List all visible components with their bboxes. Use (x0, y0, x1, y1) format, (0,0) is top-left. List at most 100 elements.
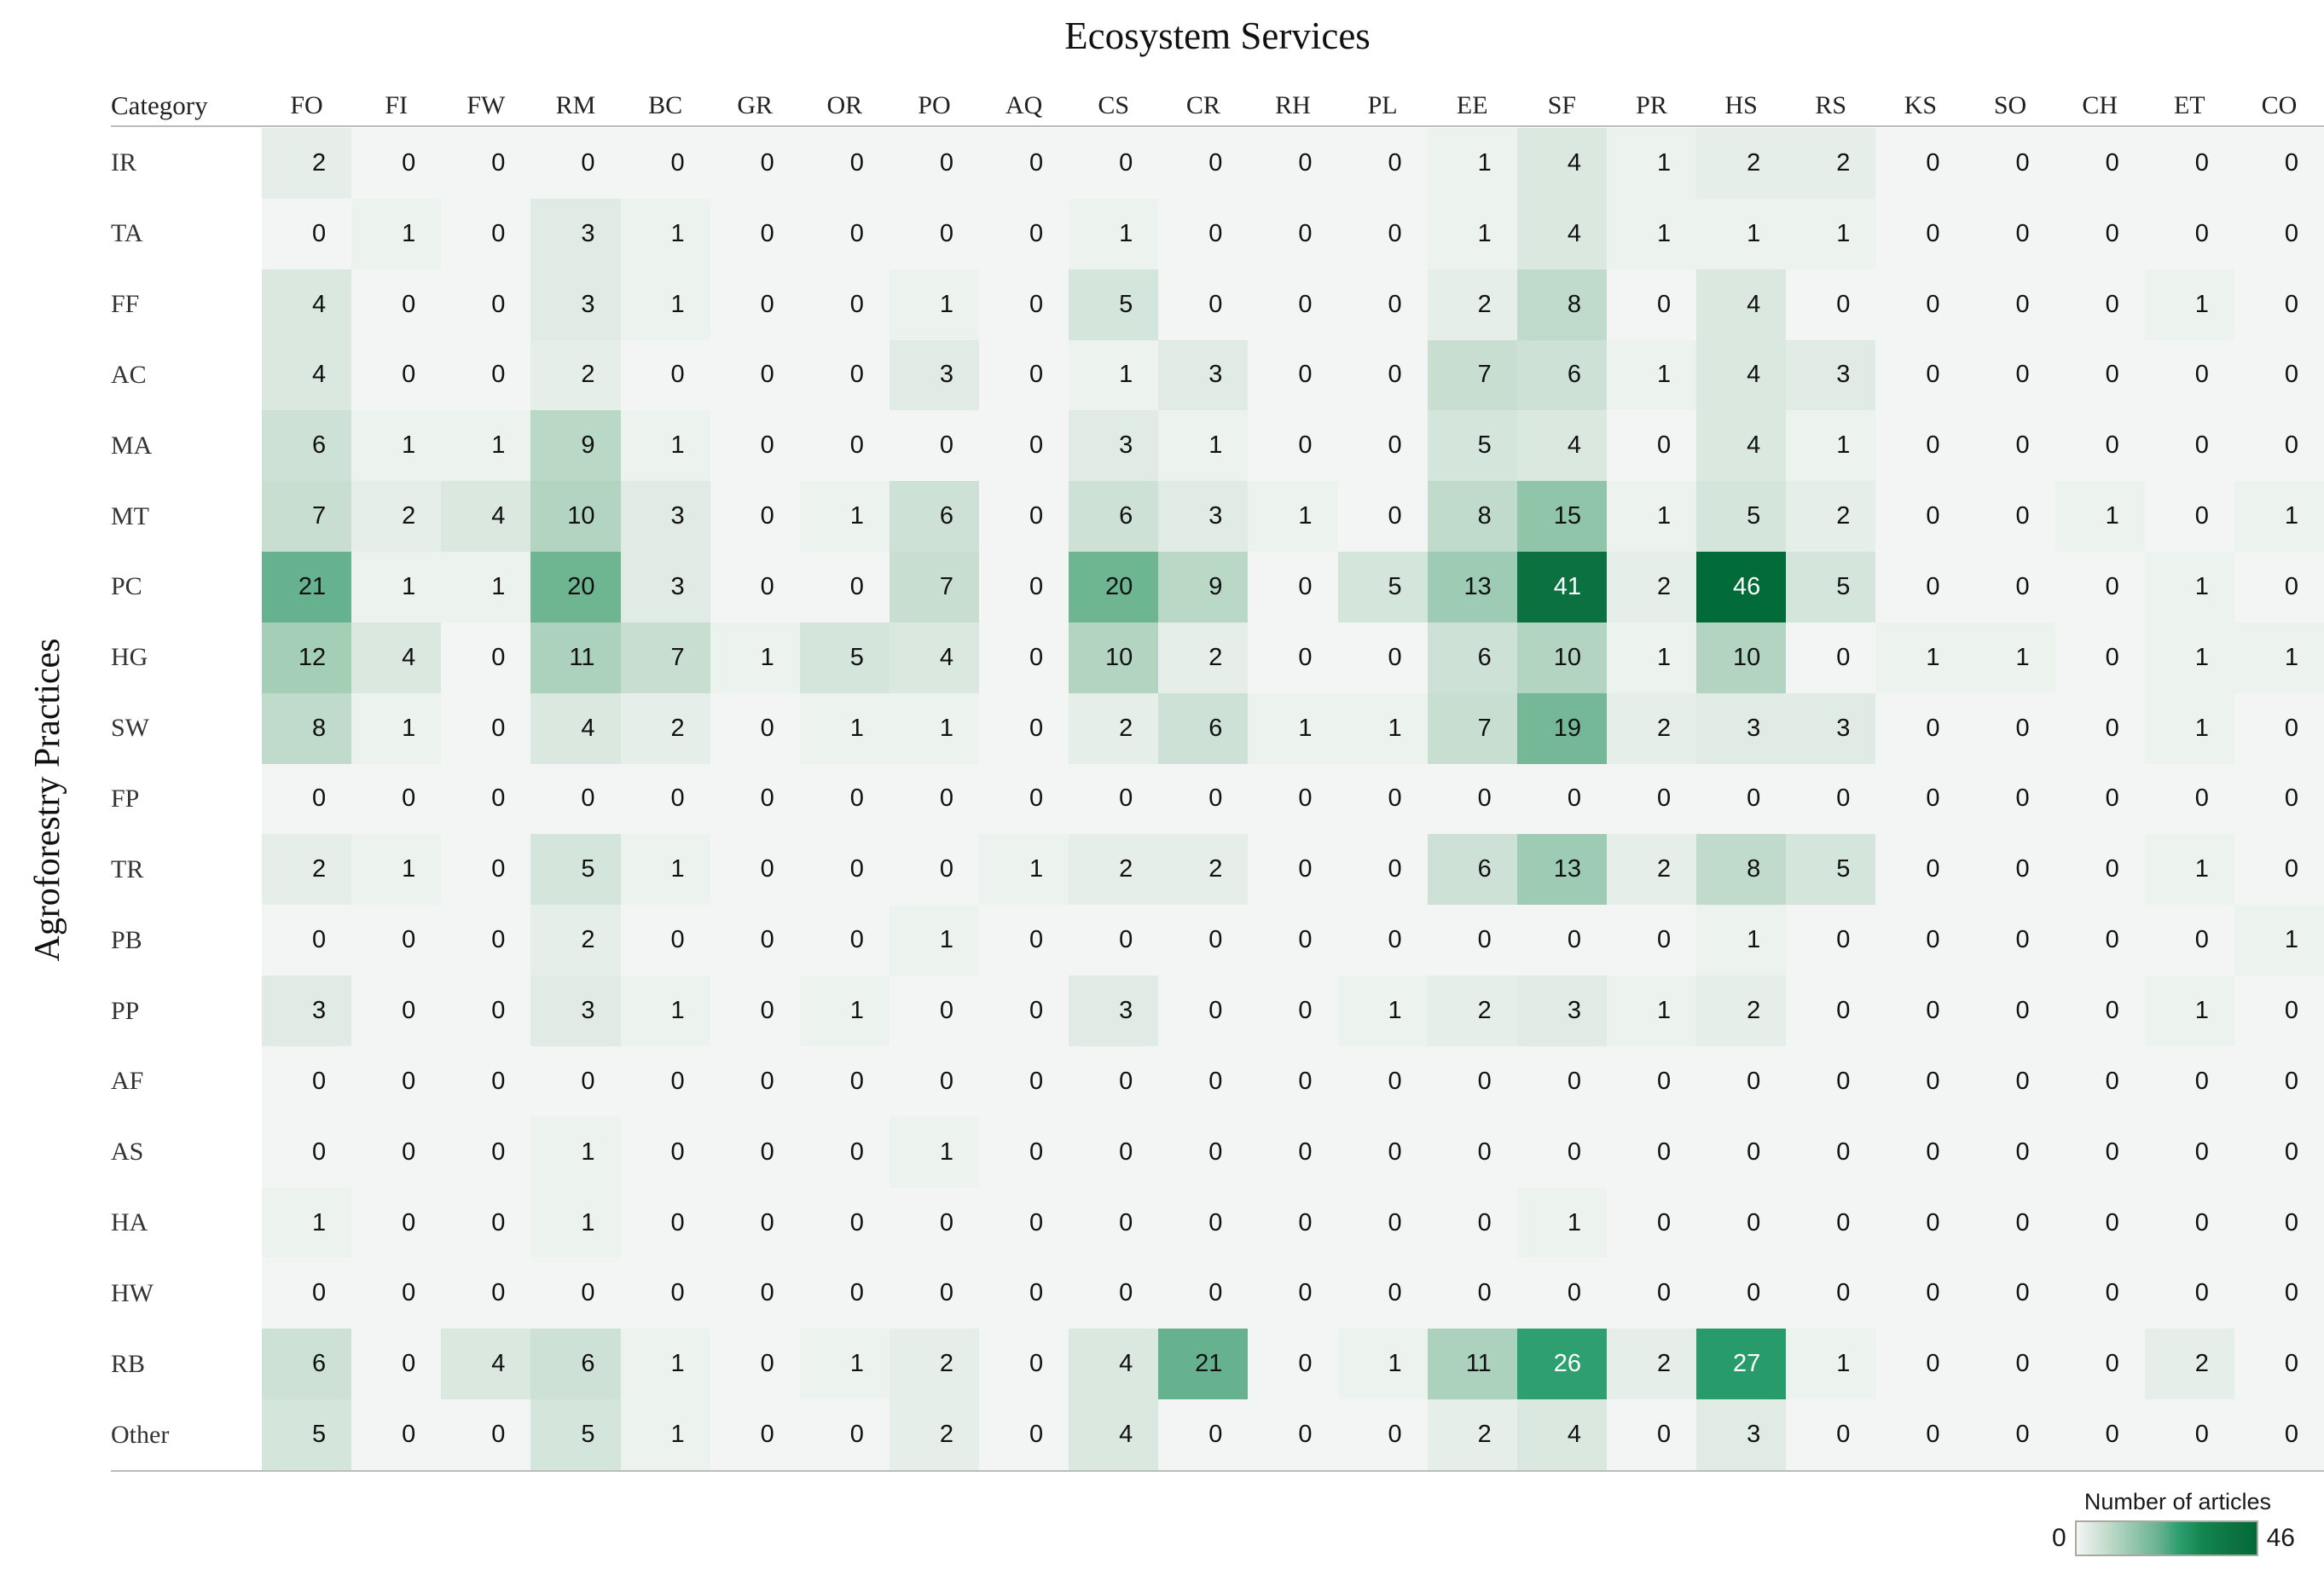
heatmap-cell: 1 (351, 834, 442, 906)
heatmap-cell: 0 (1337, 763, 1428, 835)
heatmap-cell: 0 (1516, 1258, 1607, 1329)
heatmap-cell: 0 (710, 834, 800, 906)
legend: Number of articles 0 46 (1937, 1489, 2295, 1556)
column-header-rh: RH (1275, 91, 1311, 119)
heatmap-cell: 0 (889, 1258, 980, 1329)
heatmap-cell: 0 (1875, 1258, 1966, 1329)
heatmap-cell: 13 (1427, 552, 1517, 622)
column-header-po: PO (918, 91, 951, 119)
heatmap-cell: 0 (2234, 1045, 2324, 1117)
heatmap-cell: 9 (1158, 552, 1249, 622)
header-rule (111, 125, 2324, 127)
heatmap-cell: 0 (2234, 269, 2324, 340)
heatmap-cell: 0 (1965, 1116, 2055, 1188)
heatmap-cell: 0 (441, 976, 531, 1046)
heatmap-cell: 0 (979, 1116, 1069, 1188)
heatmap-cell: 46 (1696, 552, 1787, 622)
heatmap-cell: 0 (1158, 763, 1249, 835)
row-label-as: AS (111, 1138, 144, 1167)
heatmap-cell: 0 (1337, 1187, 1428, 1259)
heatmap-cell: 1 (1875, 622, 1966, 693)
heatmap-cell: 0 (2055, 1045, 2145, 1117)
heatmap-cell: 0 (979, 692, 1069, 764)
heatmap-cell: 0 (799, 552, 890, 622)
heatmap-cell: 0 (1965, 269, 2055, 340)
heatmap-cell: 0 (1875, 1045, 1966, 1117)
heatmap-cell: 0 (1158, 1258, 1249, 1329)
heatmap-cell: 0 (1337, 1116, 1428, 1188)
heatmap-cell: 2 (620, 692, 710, 764)
heatmap-cell: 20 (1069, 552, 1159, 622)
heatmap-cell: 0 (1965, 1045, 2055, 1117)
heatmap-cell: 0 (1248, 410, 1338, 482)
heatmap-cell: 0 (1248, 552, 1338, 622)
heatmap-cell: 0 (799, 269, 890, 340)
heatmap-cell: 0 (2234, 410, 2324, 482)
heatmap-cell: 0 (2144, 1187, 2234, 1259)
heatmap-cell: 0 (1875, 1116, 1966, 1188)
heatmap-cell: 1 (2234, 905, 2324, 976)
heatmap-cell: 0 (710, 1187, 800, 1259)
column-header-ch: CH (2082, 91, 2118, 119)
heatmap-cell: 0 (1069, 905, 1159, 976)
heatmap-cell: 0 (889, 834, 980, 906)
heatmap-cell: 0 (1158, 128, 1249, 199)
heatmap-cell: 0 (2055, 128, 2145, 199)
row-label-af: AF (111, 1067, 144, 1096)
heatmap-cell: 0 (710, 1399, 800, 1470)
heatmap-cell: 2 (1786, 481, 1876, 553)
row-label-sw: SW (111, 714, 149, 743)
heatmap-cell: 0 (1875, 1399, 1966, 1470)
heatmap-cell: 0 (1427, 905, 1517, 976)
heatmap-cell: 3 (530, 976, 621, 1046)
heatmap-cell: 2 (351, 481, 442, 553)
heatmap-cell: 6 (1069, 481, 1159, 553)
heatmap-cell: 2 (1069, 692, 1159, 764)
heatmap-cell: 1 (799, 481, 890, 553)
heatmap-cell: 0 (1965, 1258, 2055, 1329)
heatmap-cell: 3 (530, 198, 621, 269)
heatmap-cell: 0 (351, 269, 442, 340)
heatmap-cell: 1 (1606, 481, 1697, 553)
heatmap-cell: 0 (1427, 1045, 1517, 1117)
heatmap-cell: 1 (799, 692, 890, 764)
heatmap-cell: 0 (2055, 1399, 2145, 1470)
row-label-column: IR TA FF AC MA MT PC HG SW FP TR PB PP AF AS HA HW RB Othe… (111, 128, 262, 1470)
heatmap-cell: 5 (1427, 410, 1517, 482)
heatmap-cell: 0 (2234, 552, 2324, 622)
heatmap-cell: 0 (979, 622, 1069, 693)
heatmap-cell: 0 (1248, 834, 1338, 906)
heatmap-cell: 7 (1427, 339, 1517, 411)
column-header-fw: FW (467, 91, 506, 119)
heatmap-cell: 0 (2055, 622, 2145, 693)
column-header-hs: HS (1724, 91, 1758, 119)
legend-gradient-bar (2074, 1520, 2258, 1556)
heatmap-cell: 0 (710, 410, 800, 482)
heatmap-cell: 13 (1516, 834, 1607, 906)
heatmap-cell: 1 (1248, 692, 1338, 764)
heatmap-cell: 1 (1069, 339, 1159, 411)
heatmap-cell: 0 (1606, 269, 1697, 340)
heatmap-cell: 2 (262, 834, 352, 906)
heatmap-cell: 0 (441, 763, 531, 835)
heatmap-cell: 0 (351, 128, 442, 199)
heatmap-cell: 1 (799, 976, 890, 1046)
heatmap-cell: 0 (799, 905, 890, 976)
heatmap-cell: 0 (2144, 1258, 2234, 1329)
heatmap-cell: 41 (1516, 552, 1607, 622)
column-header-cr: CR (1185, 91, 1220, 119)
heatmap-cell: 6 (1427, 834, 1517, 906)
heatmap-cell: 1 (710, 622, 800, 693)
heatmap-cell: 0 (1786, 1258, 1876, 1329)
heatmap-cell: 0 (1786, 763, 1876, 835)
heatmap-cell: 2 (530, 905, 621, 976)
heatmap-cell: 1 (530, 1116, 621, 1188)
heatmap-cell: 0 (2234, 1399, 2324, 1470)
heatmap-cell: 0 (620, 1187, 710, 1259)
heatmap-cell: 5 (530, 834, 621, 906)
heatmap-cell: 0 (2055, 834, 2145, 906)
heatmap-cell: 0 (351, 763, 442, 835)
heatmap-cell: 0 (262, 905, 352, 976)
heatmap-cell: 1 (1696, 198, 1787, 269)
